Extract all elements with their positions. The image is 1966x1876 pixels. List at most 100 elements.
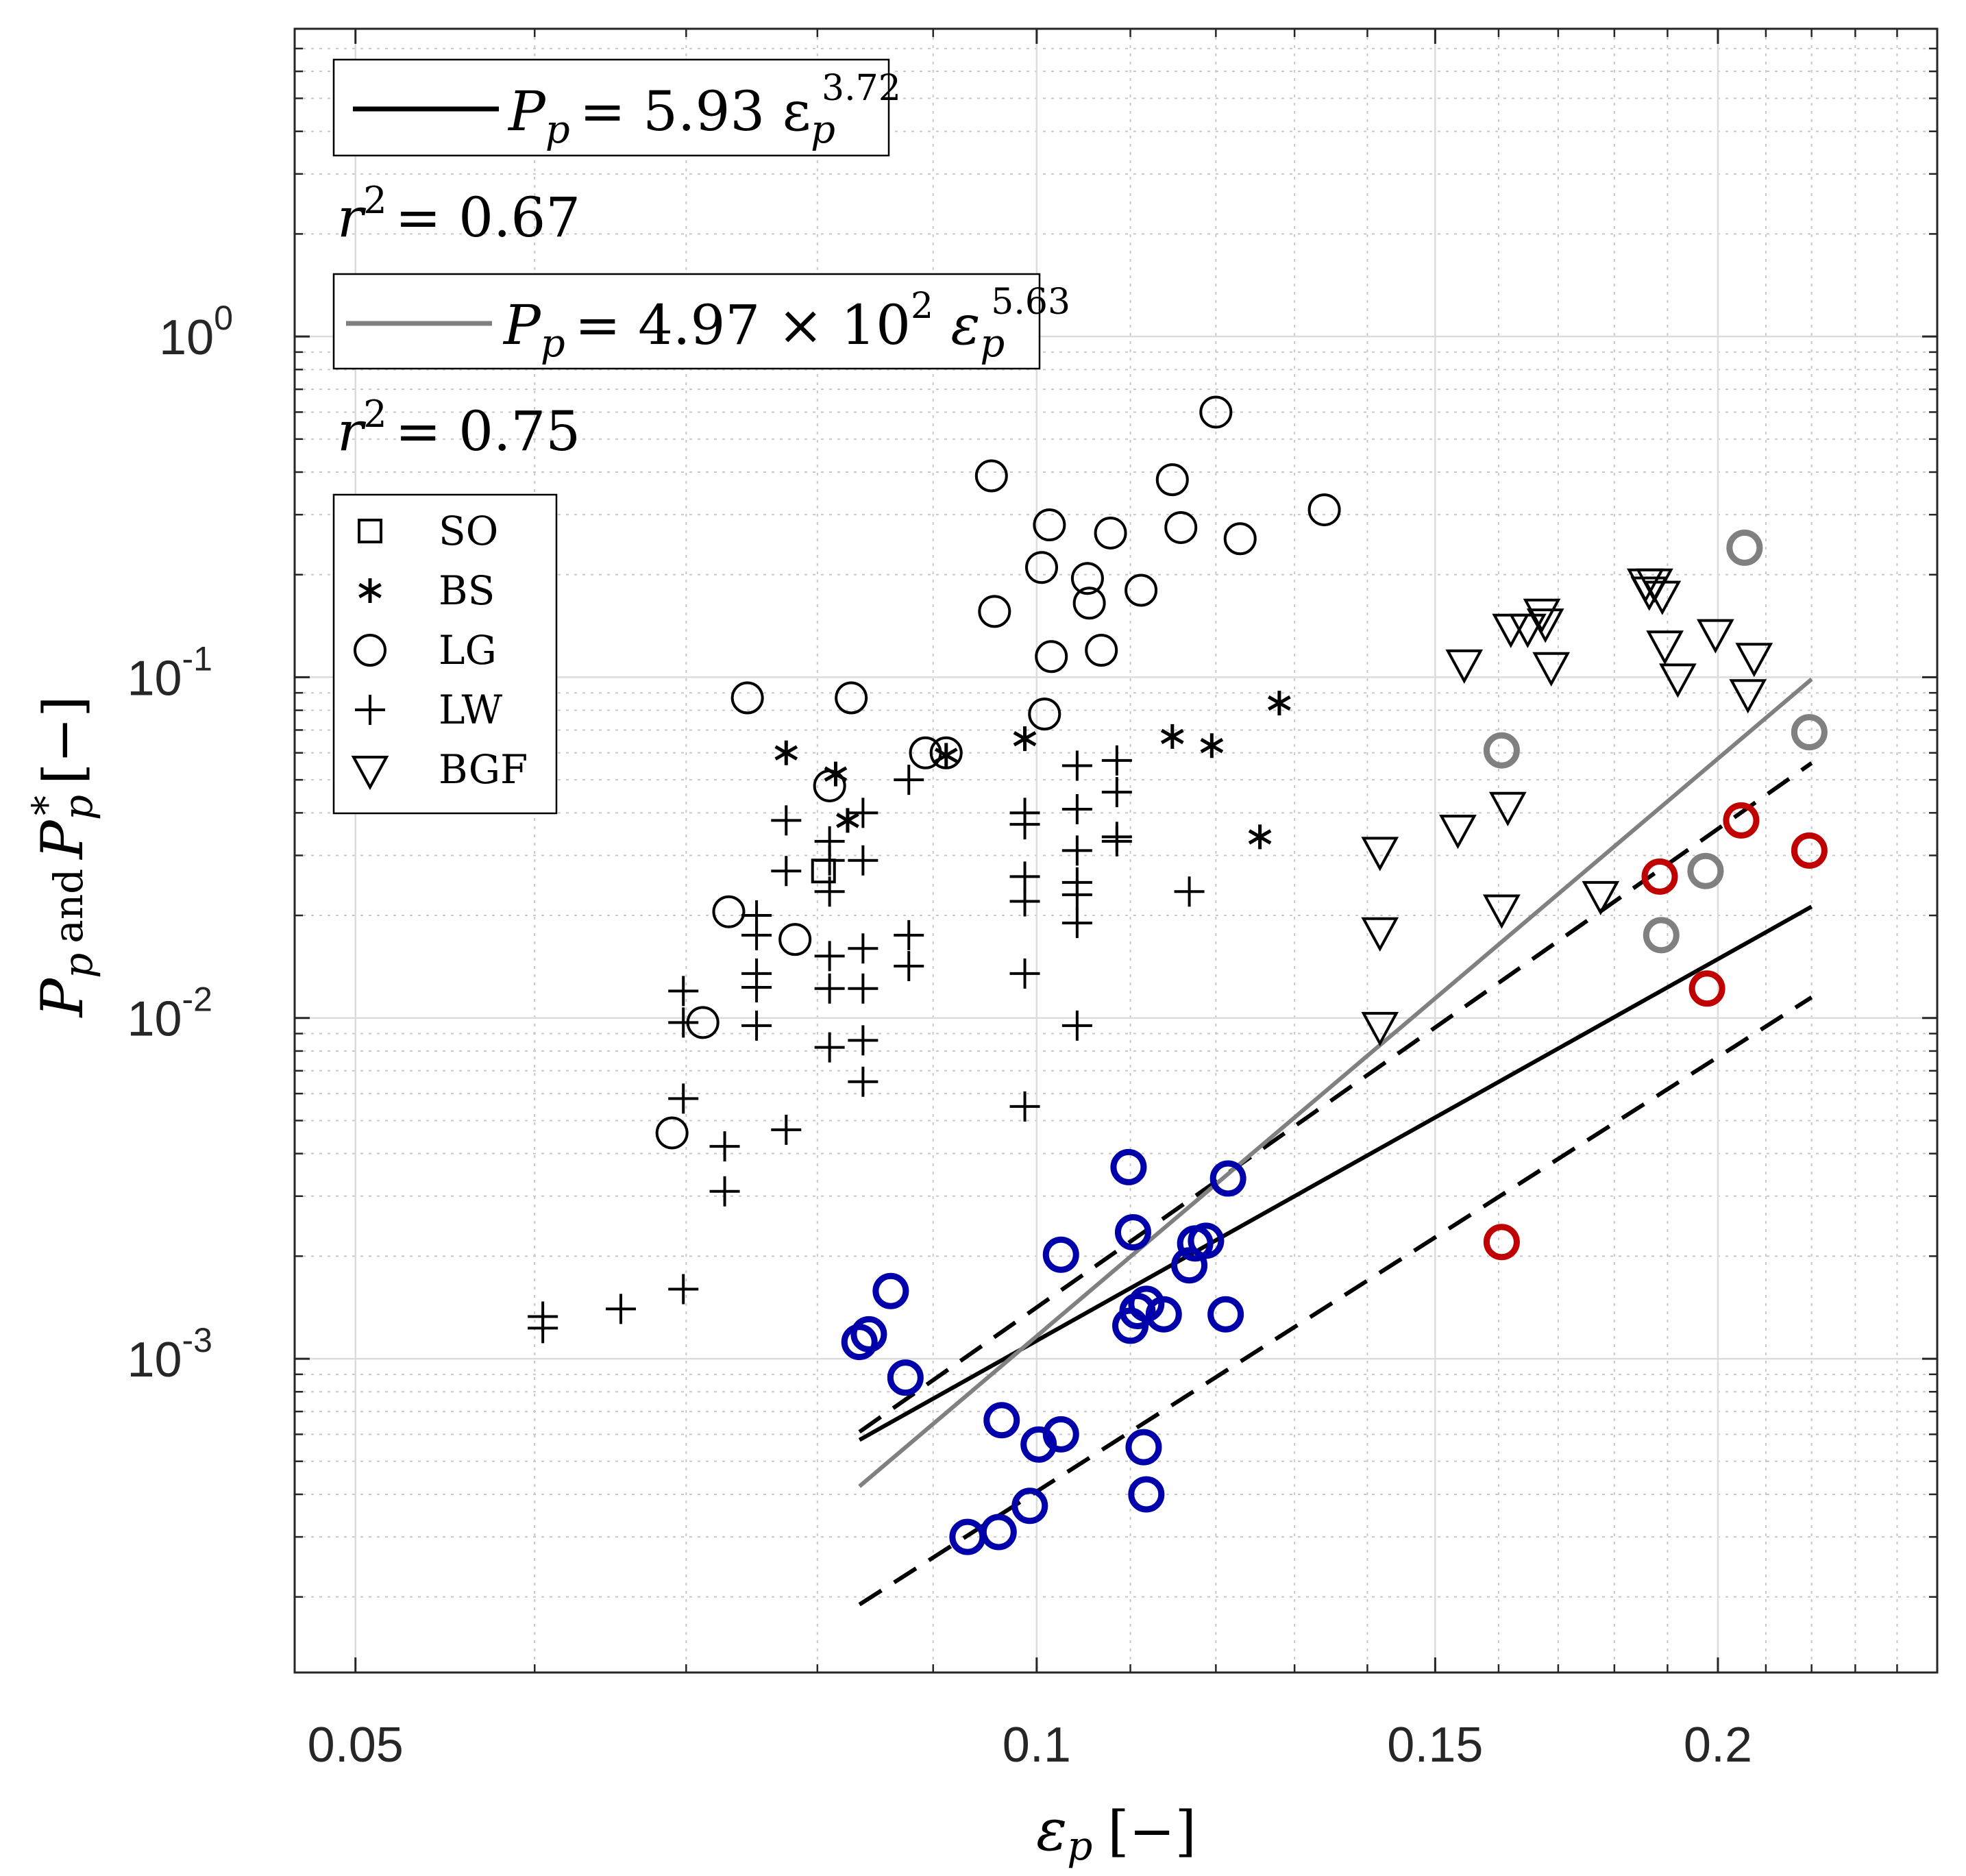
confidence-bound-lower [858,996,1813,1607]
marker-bs [1013,726,1037,752]
marker-lg [1307,493,1341,527]
marker-red-group [1723,802,1760,839]
marker-bgf [1582,880,1620,916]
marker-blue-group [1125,1429,1162,1466]
marker-lw [814,941,845,972]
marker-blue-group [1171,1247,1208,1284]
marker-lg [978,595,1011,628]
marker-lw [1101,745,1132,776]
marker-bs [1200,733,1224,758]
marker-lw [528,1313,558,1344]
legend-icon-bgf [351,756,389,791]
marker-lw [741,958,772,989]
marker-lw [709,1131,740,1162]
marker-bs [1248,824,1272,850]
marker-lg [1085,634,1118,667]
marker-lw [771,1114,802,1145]
marker-bgf [1361,1011,1399,1047]
marker-lw [1061,750,1092,781]
fit-equation-gray: Pp = 4.97 × 102 εp5.63 [502,282,1070,366]
marker-lw [709,1176,740,1207]
marker-gray-group [1726,529,1763,566]
marker-blue-group [1128,1476,1165,1513]
marker-lg [712,895,746,928]
x-tick-label: 0.1 [1003,1718,1071,1773]
marker-gray-group [1643,917,1680,954]
marker-lg [1033,508,1066,542]
marker-lw [668,1007,699,1038]
marker-lw [1009,861,1040,892]
marker-lw [771,805,802,836]
marker-lg [1035,640,1068,674]
legend-label-bs: BS [439,567,495,614]
legend-icon-so [358,519,382,543]
marker-lw [814,973,845,1004]
marker-legend-box [332,493,558,815]
marker-lg [1199,395,1233,429]
marker-lw [848,1066,878,1097]
marker-lw [1101,777,1132,808]
marker-bs [1268,691,1291,716]
marker-red-group [1791,832,1828,869]
marker-lw [1009,1091,1040,1122]
marker-lw [848,1025,878,1056]
marker-lg [909,736,942,769]
marker-lw [771,856,802,887]
data-markers [528,395,1828,1555]
marker-lg [835,681,868,715]
marker-lw [1061,1010,1092,1041]
marker-lw [741,1010,772,1041]
marker-blue-group [1207,1296,1244,1333]
marker-bgf [1488,791,1527,826]
marker-lw [1101,822,1132,852]
marker-lw [894,920,924,950]
marker-gray-group [1483,732,1520,769]
legend-icon-lg [354,634,386,667]
marker-lw [814,1032,845,1063]
marker-lw [668,1274,699,1305]
marker-bgf [1523,598,1561,633]
marker-blue-group [1119,1292,1156,1329]
marker-bgf [1643,580,1682,615]
marker-lw [1061,908,1092,939]
marker-lw [1061,794,1092,824]
marker-bgf [1361,837,1399,872]
marker-bgf [1532,652,1571,687]
marker-lw [848,798,878,828]
marker-blue-group [1011,1488,1048,1525]
marker-lg [1072,587,1106,620]
marker-lg [1155,463,1189,497]
marker-lw [1061,835,1092,866]
marker-blue-group [887,1359,924,1396]
marker-lw [1174,876,1205,907]
marker-lg [813,769,846,802]
marker-lw [814,876,845,907]
r-squared-gray: r2 = 0.75 [337,393,580,463]
legend-icon-bs [358,578,382,603]
marker-legend: SO BS LG LW BGF [332,493,558,815]
marker-bgf [1646,630,1684,665]
y-tick-label: 100 [159,299,233,365]
marker-blue-group [872,1272,909,1309]
marker-lg [929,736,963,769]
marker-red-group [1483,1224,1520,1261]
marker-lg [974,459,1008,493]
marker-lg [1070,562,1104,595]
marker-lg [655,1116,689,1150]
marker-lg [730,681,764,715]
fit-legend-gray: Pp = 4.97 × 102 εp5.63 [332,273,1070,370]
marker-lg [1094,516,1127,550]
marker-bgf [1735,643,1773,678]
x-tick-labels: 0.05 0.1 0.15 0.2 [308,1718,1752,1773]
marker-red-group [1641,858,1678,895]
y-tick-label: 10-1 [127,639,212,706]
marker-bgf [1361,917,1399,952]
legend-label-so: SO [439,508,498,554]
fit-lines [858,678,1813,1607]
marker-lw [1061,867,1092,898]
marker-lg [1164,510,1198,544]
marker-red-group [1688,970,1725,1007]
marker-blue-group [1209,1160,1246,1197]
x-tick-label: 0.2 [1684,1718,1752,1773]
marker-bgf [1659,663,1697,698]
